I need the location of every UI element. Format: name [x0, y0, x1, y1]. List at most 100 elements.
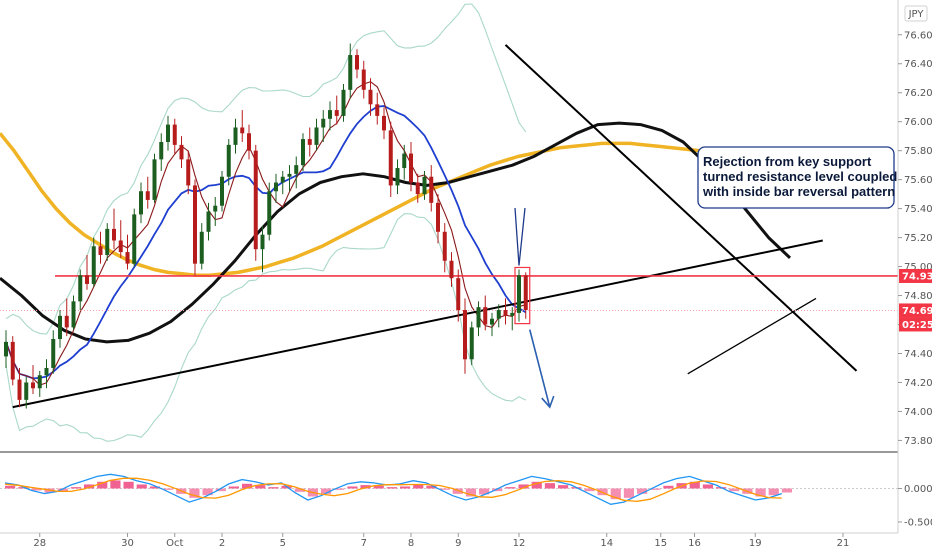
price-tick-label: 75.800 — [904, 146, 932, 157]
candle-body — [37, 375, 42, 389]
oscillator-histogram-bar — [610, 488, 621, 500]
trendlines — [12, 44, 858, 409]
candle-body — [193, 185, 197, 264]
oscillator-histogram-bar — [84, 484, 95, 489]
candle-body — [523, 275, 528, 311]
candle-body — [267, 191, 272, 235]
oscillator-histogram-bar — [452, 488, 463, 494]
oscillator-histogram-bar — [97, 481, 108, 489]
candle-body — [442, 231, 447, 261]
candle-body — [490, 318, 494, 325]
callout-line-2: turned resistance level coupled — [703, 169, 897, 184]
candle-body — [314, 127, 319, 145]
price-tick-label: 74.200 — [904, 378, 932, 389]
oscillator-histogram — [5, 480, 792, 500]
oscillator-histogram-bar — [702, 484, 713, 489]
candle-body — [334, 110, 339, 116]
oscillator-histogram-bar — [505, 487, 516, 489]
candle-body — [166, 124, 170, 142]
annotation-callout: Rejection from key support turned resist… — [514, 146, 897, 266]
candle-body — [355, 55, 359, 70]
candle-body — [145, 191, 150, 200]
candle-body — [382, 115, 386, 131]
candle-body — [328, 110, 332, 119]
candle-body — [436, 202, 440, 232]
candle-body — [125, 252, 130, 264]
oscillator-histogram-bar — [268, 487, 279, 489]
price-tag — [899, 317, 932, 332]
oscillator-histogram-bar — [189, 488, 200, 498]
candle-body — [152, 159, 157, 200]
oscillator-histogram-bar — [465, 488, 476, 497]
oscillator-histogram-bar — [426, 485, 437, 489]
oscillator-histogram-bar — [70, 487, 81, 489]
price-tick-label: 76.600 — [904, 30, 932, 41]
oscillator-histogram-bar — [18, 487, 29, 489]
candle-body — [179, 144, 184, 160]
candle-body — [429, 176, 434, 203]
candle-body — [247, 133, 251, 151]
candle-body — [517, 275, 521, 313]
candle-body — [395, 168, 400, 186]
candle-body — [510, 312, 515, 316]
price-tick-label: 74.800 — [904, 291, 932, 302]
candle-body — [301, 139, 305, 166]
candle-body — [64, 315, 69, 328]
candle-body — [85, 275, 89, 284]
candle-body — [409, 153, 413, 183]
candle-body — [44, 367, 49, 376]
candle-body — [31, 382, 35, 389]
callout-line-1: Rejection from key support — [703, 154, 872, 169]
candlesticks — [4, 43, 528, 409]
candle-body — [294, 165, 299, 174]
oscillator-pane — [0, 473, 898, 505]
currency-badge[interactable] — [904, 5, 928, 22]
candle-body — [24, 382, 29, 400]
price-axis-ticks: 73.80074.00074.20074.40074.60074.80075.0… — [898, 30, 932, 447]
time-tick-label: 12 — [513, 538, 526, 549]
time-tick-label: 9 — [455, 538, 461, 549]
oscillator-histogram-bar — [729, 488, 740, 492]
candle-body — [388, 130, 393, 186]
oscillator-histogram-bar — [242, 483, 253, 489]
candle-body — [58, 315, 62, 339]
candle-body — [78, 275, 83, 302]
oscillator-histogram-bar — [650, 488, 661, 490]
candle-body — [463, 310, 467, 360]
oscillator-histogram-bar — [597, 488, 608, 496]
oscillator-histogram-bar — [439, 488, 450, 490]
sma-200-line — [0, 132, 701, 278]
oscillator-histogram-bar — [215, 488, 226, 492]
candle-body — [220, 176, 224, 206]
candle-body — [199, 231, 204, 264]
candle-body — [98, 246, 103, 255]
time-tick-label: 16 — [688, 538, 701, 549]
candle-body — [280, 176, 285, 183]
candle-body — [260, 234, 265, 250]
price-tags: 74.935 74.697 02:25 — [899, 268, 932, 332]
candle-body — [105, 228, 110, 255]
oscillator-histogram-bar — [584, 488, 595, 492]
oscillator-lines — [4, 473, 783, 505]
price-axis: 73.80074.00074.20074.40074.60074.80075.0… — [897, 0, 932, 533]
price-tick-label: 75.000 — [904, 262, 932, 273]
candle-body — [422, 176, 427, 195]
trendline-falling-resistance — [504, 44, 858, 372]
price-tick-label: 76.400 — [904, 59, 932, 70]
price-tick-label: 76.200 — [904, 88, 932, 99]
callout-pointer — [514, 207, 526, 266]
time-tick-label: 21 — [837, 538, 850, 549]
candle-body — [483, 307, 488, 325]
price-tick-label: 73.800 — [904, 436, 932, 447]
oscillator-histogram-bar — [623, 488, 634, 498]
oscillator-histogram-bar — [413, 484, 424, 489]
oscillator-histogram-bar — [637, 488, 648, 494]
candle-body — [206, 211, 211, 232]
sma-mid-line — [5, 105, 527, 380]
candle-body — [415, 182, 420, 195]
candle-body — [139, 191, 143, 215]
oscillator-histogram-bar — [663, 485, 674, 489]
candle-body — [4, 341, 8, 357]
candle-body — [476, 307, 481, 328]
oscillator-axis-ticks: 0.000 -0.500 — [898, 484, 932, 528]
